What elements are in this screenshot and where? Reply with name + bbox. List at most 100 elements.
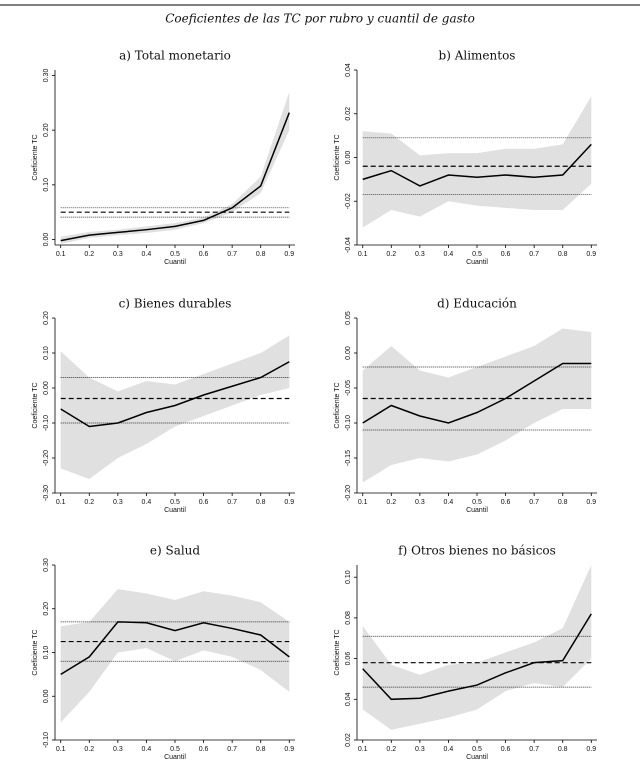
series-line xyxy=(362,362,592,424)
x-tick-label: 0.7 xyxy=(227,746,237,753)
x-tick-label: 0.8 xyxy=(558,499,568,506)
x-tick-label: 0.8 xyxy=(558,251,568,258)
y-tick-label: 0.20 xyxy=(43,123,50,137)
x-tick-label: 0.6 xyxy=(501,746,511,753)
x-tick-label: 0.4 xyxy=(142,746,152,753)
y-tick-label: 0.02 xyxy=(345,733,352,747)
y-tick-label: 0.04 xyxy=(345,63,352,77)
y-tick-label: 0.08 xyxy=(345,611,352,625)
y-tick-label: -0.02 xyxy=(345,193,352,209)
x-tick-label: 0.6 xyxy=(199,499,209,506)
y-axis-label: Coeficiente TC xyxy=(32,382,39,428)
series-line xyxy=(60,361,290,428)
x-tick-label: 0.5 xyxy=(472,251,482,258)
y-tick-label: -0.10 xyxy=(43,732,50,748)
x-tick-label: 0.3 xyxy=(113,499,123,506)
x-tick-label: 0.8 xyxy=(256,251,266,258)
x-tick-label: 0.4 xyxy=(142,251,152,258)
x-axis-label: Cuantil xyxy=(164,259,186,266)
x-axis-label: Cuantil xyxy=(164,507,186,514)
series-line xyxy=(60,112,290,242)
x-axis-label: Cuantil xyxy=(466,259,488,266)
confidence-band xyxy=(60,91,290,244)
x-tick-label: 0.6 xyxy=(199,746,209,753)
confidence-band xyxy=(362,565,592,730)
y-tick-label: 0.00 xyxy=(345,346,352,360)
x-tick-label: 0.3 xyxy=(415,746,425,753)
y-tick-label: 0.04 xyxy=(345,692,352,706)
x-tick-label: 0.4 xyxy=(444,499,454,506)
x-tick-label: 0.2 xyxy=(84,746,94,753)
y-tick-label: 0.10 xyxy=(43,346,50,360)
y-tick-label: -0.20 xyxy=(43,450,50,466)
y-tick-label: -0.20 xyxy=(345,485,352,501)
x-tick-label: 0.6 xyxy=(501,499,511,506)
x-tick-label: 0.7 xyxy=(529,746,539,753)
x-tick-label: 0.1 xyxy=(358,746,368,753)
x-tick-label: 0.2 xyxy=(84,251,94,258)
x-tick-label: 0.9 xyxy=(586,746,596,753)
x-tick-label: 0.2 xyxy=(84,499,94,506)
confidence-band xyxy=(362,96,592,228)
series-line xyxy=(362,143,592,187)
x-tick-label: 0.3 xyxy=(415,251,425,258)
series-line xyxy=(362,613,592,701)
x-tick-label: 0.2 xyxy=(386,251,396,258)
x-tick-label: 0.8 xyxy=(558,746,568,753)
x-tick-label: 0.7 xyxy=(529,251,539,258)
x-tick-label: 0.5 xyxy=(170,746,180,753)
x-tick-label: 0.2 xyxy=(386,746,396,753)
y-tick-label: -0.10 xyxy=(345,415,352,431)
confidence-band xyxy=(362,328,592,483)
x-tick-label: 0.5 xyxy=(170,499,180,506)
y-tick-label: 0.20 xyxy=(43,602,50,616)
x-tick-label: 0.7 xyxy=(227,499,237,506)
y-tick-label: 0.20 xyxy=(43,311,50,325)
x-tick-label: 0.1 xyxy=(358,251,368,258)
x-tick-label: 0.3 xyxy=(415,499,425,506)
panel-title: e) Salud xyxy=(150,544,201,558)
x-tick-label: 0.1 xyxy=(56,499,66,506)
y-tick-label: -0.15 xyxy=(345,450,352,466)
y-tick-label: 0.00 xyxy=(43,381,50,395)
x-tick-label: 0.4 xyxy=(444,251,454,258)
x-tick-label: 0.5 xyxy=(170,251,180,258)
y-tick-label: -0.10 xyxy=(43,415,50,431)
y-tick-label: 0.30 xyxy=(43,558,50,572)
y-tick-label: 0.30 xyxy=(43,69,50,83)
figure-title: Coeficientes de las TC por rubro y cuant… xyxy=(165,12,475,26)
x-axis-label: Cuantil xyxy=(164,754,186,761)
x-tick-label: 0.4 xyxy=(142,499,152,506)
x-tick-label: 0.9 xyxy=(284,499,294,506)
x-tick-label: 0.7 xyxy=(529,499,539,506)
y-tick-label: 0.02 xyxy=(345,107,352,121)
x-tick-label: 0.6 xyxy=(501,251,511,258)
x-tick-label: 0.8 xyxy=(256,746,266,753)
y-tick-label: 0.06 xyxy=(345,652,352,666)
y-tick-label: 0.10 xyxy=(43,646,50,660)
x-tick-label: 0.2 xyxy=(386,499,396,506)
x-tick-label: 0.9 xyxy=(284,251,294,258)
x-tick-label: 0.1 xyxy=(56,746,66,753)
y-tick-label: -0.05 xyxy=(345,380,352,396)
y-tick-label: 0.10 xyxy=(43,178,50,192)
x-tick-label: 0.7 xyxy=(227,251,237,258)
x-tick-label: 0.6 xyxy=(199,251,209,258)
panel-title: c) Bienes durables xyxy=(119,297,232,311)
panel-title: a) Total monetario xyxy=(119,49,231,63)
x-tick-label: 0.9 xyxy=(284,746,294,753)
series-line xyxy=(60,621,290,676)
y-tick-label: 0.00 xyxy=(43,689,50,703)
x-tick-label: 0.5 xyxy=(472,499,482,506)
y-tick-label: 0.00 xyxy=(345,151,352,165)
x-tick-label: 0.1 xyxy=(56,251,66,258)
x-axis-label: Cuantil xyxy=(466,507,488,514)
x-tick-label: 0.5 xyxy=(472,746,482,753)
y-axis-label: Coeficiente TC xyxy=(334,382,341,428)
y-axis-label: Coeficiente TC xyxy=(334,629,341,675)
panel-title: d) Educación xyxy=(437,297,517,311)
y-tick-label: 0.10 xyxy=(345,570,352,584)
y-axis-label: Coeficiente TC xyxy=(32,134,39,180)
x-tick-label: 0.9 xyxy=(586,251,596,258)
